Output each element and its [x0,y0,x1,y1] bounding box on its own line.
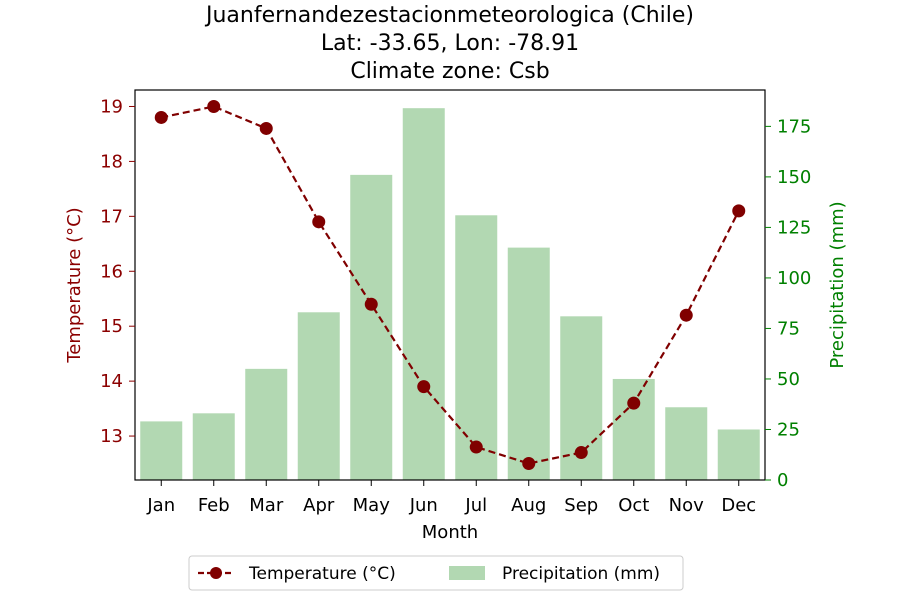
x-tick-label: May [353,495,391,516]
legend: Temperature (°C) Precipitation (mm) [188,555,684,591]
right-tick-label: 50 [777,369,800,390]
precipitation-bar-apr [297,312,340,480]
title-line-1: Juanfernandezestacionmeteorologica (Chil… [204,3,694,28]
left-y-axis-label: Temperature (°C) [64,207,85,363]
x-tick-label: Jul [464,495,487,516]
precipitation-bar-jan [140,421,183,480]
right-y-axis: 0 25 50 75 100 125 150 175 [765,116,811,491]
left-tick-label: 15 [100,316,123,337]
right-tick-label: 175 [777,116,811,137]
x-tick-label: Dec [721,495,756,516]
temperature-line [161,105,740,465]
right-tick-label: 125 [777,217,811,238]
precipitation-bar-oct [612,378,655,480]
plot-frame [134,89,766,481]
temperature-point-oct [627,396,641,410]
chart-title: Juanfernandezestacionmeteorologica (Chil… [204,3,694,84]
precipitation-bars [140,108,760,481]
x-tick-label: Aug [511,495,546,516]
legend-temperature-label: Temperature (°C) [248,564,396,584]
x-tick-label: Nov [669,495,704,516]
precipitation-bar-nov [665,407,708,480]
x-tick-label: Apr [303,495,335,516]
left-tick-label: 19 [100,96,123,117]
temperature-series [154,99,746,471]
right-tick-label: 75 [777,318,800,339]
temperature-point-feb [207,99,221,113]
left-tick-label: 16 [100,261,123,282]
right-tick-label: 150 [777,167,811,188]
legend-precipitation-label: Precipitation (mm) [502,564,660,584]
left-tick-label: 13 [100,426,123,447]
legend-frame [188,555,684,591]
x-tick-label: Jan [146,495,175,516]
right-tick-label: 0 [777,470,788,491]
title-line-2: Lat: -33.65, Lon: -78.91 [321,31,579,56]
x-tick-label: Feb [198,495,230,516]
temperature-point-aug [522,457,536,471]
temperature-point-apr [312,215,326,229]
temperature-point-jan [154,110,168,124]
precipitation-bar-dec [717,429,760,480]
precipitation-bar-jun [402,108,445,481]
temperature-point-mar [259,121,273,135]
x-tick-label: Oct [618,495,649,516]
temperature-point-jun [417,380,431,394]
right-tick-label: 100 [777,268,811,289]
x-tick-label: Mar [249,495,284,516]
left-tick-label: 14 [100,371,123,392]
x-tick-label: Sep [564,495,598,516]
x-axis: Jan Feb Mar Apr May Jun Jul Aug Sep Oct Nov Dec [146,480,756,516]
x-axis-label: Month [422,522,478,543]
left-y-axis: 13 14 15 16 17 18 19 [100,96,135,447]
legend-temperature-marker [210,567,222,579]
right-y-axis-label: Precipitation (mm) [827,201,848,368]
temperature-point-jul [469,440,483,454]
temperature-point-may [364,297,378,311]
precipitation-bar-mar [245,368,288,480]
legend-precipitation-swatch [449,566,485,580]
left-tick-label: 18 [100,151,123,172]
temperature-point-sep [574,446,588,460]
temperature-point-dec [732,204,746,218]
left-tick-label: 17 [100,206,123,227]
title-line-3: Climate zone: Csb [350,59,549,84]
x-tick-label: Jun [409,495,438,516]
precipitation-bar-feb [192,413,235,480]
right-tick-label: 25 [777,419,800,440]
precipitation-bar-jul [455,215,498,480]
temperature-point-nov [679,308,693,322]
precipitation-bar-aug [507,247,550,480]
